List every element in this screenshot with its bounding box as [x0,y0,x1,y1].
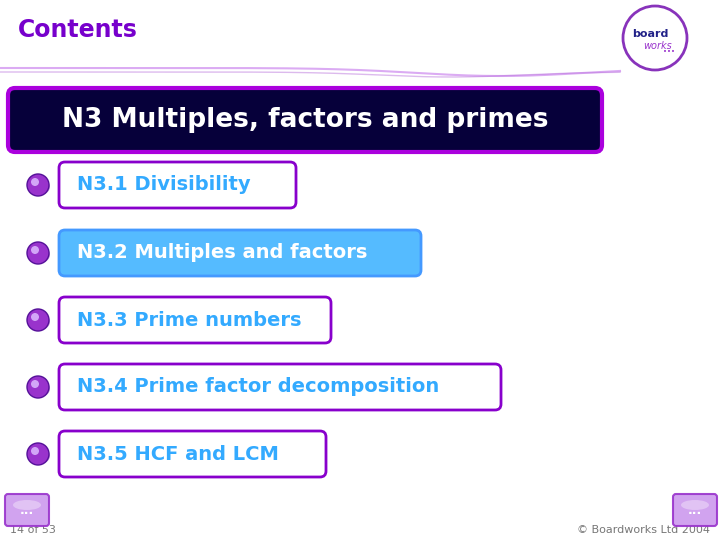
Circle shape [27,443,49,465]
Text: N3.5 HCF and LCM: N3.5 HCF and LCM [77,444,279,463]
FancyBboxPatch shape [59,297,331,343]
Circle shape [27,242,49,264]
Circle shape [31,313,39,321]
Ellipse shape [28,314,50,330]
Text: N3 Multiples, factors and primes: N3 Multiples, factors and primes [62,107,548,133]
FancyBboxPatch shape [673,494,717,526]
Ellipse shape [28,247,50,263]
Circle shape [27,309,49,331]
Ellipse shape [28,381,50,397]
Text: board: board [632,29,668,39]
Text: works: works [644,41,672,51]
FancyBboxPatch shape [59,162,296,208]
Circle shape [31,380,39,388]
Circle shape [31,447,39,455]
FancyBboxPatch shape [59,431,326,477]
FancyBboxPatch shape [59,230,421,276]
FancyBboxPatch shape [59,364,501,410]
Circle shape [27,376,49,398]
Text: N3.1 Divisibility: N3.1 Divisibility [77,176,251,194]
Text: N3.3 Prime numbers: N3.3 Prime numbers [77,310,302,329]
Text: N3.4 Prime factor decomposition: N3.4 Prime factor decomposition [77,377,439,396]
Text: ...: ... [20,503,34,516]
Ellipse shape [28,179,50,195]
Circle shape [31,178,39,186]
Circle shape [27,174,49,196]
Text: •••: ••• [663,49,675,55]
Circle shape [623,6,687,70]
Text: © Boardworks Ltd 2004: © Boardworks Ltd 2004 [577,525,710,535]
Ellipse shape [13,500,41,510]
Text: 14 of 53: 14 of 53 [10,525,56,535]
Text: N3.2 Multiples and factors: N3.2 Multiples and factors [77,244,367,262]
Ellipse shape [28,448,50,464]
Text: Contents: Contents [18,18,138,42]
Circle shape [31,246,39,254]
Text: ...: ... [688,503,702,516]
FancyBboxPatch shape [8,88,602,152]
Ellipse shape [681,500,709,510]
FancyBboxPatch shape [5,494,49,526]
